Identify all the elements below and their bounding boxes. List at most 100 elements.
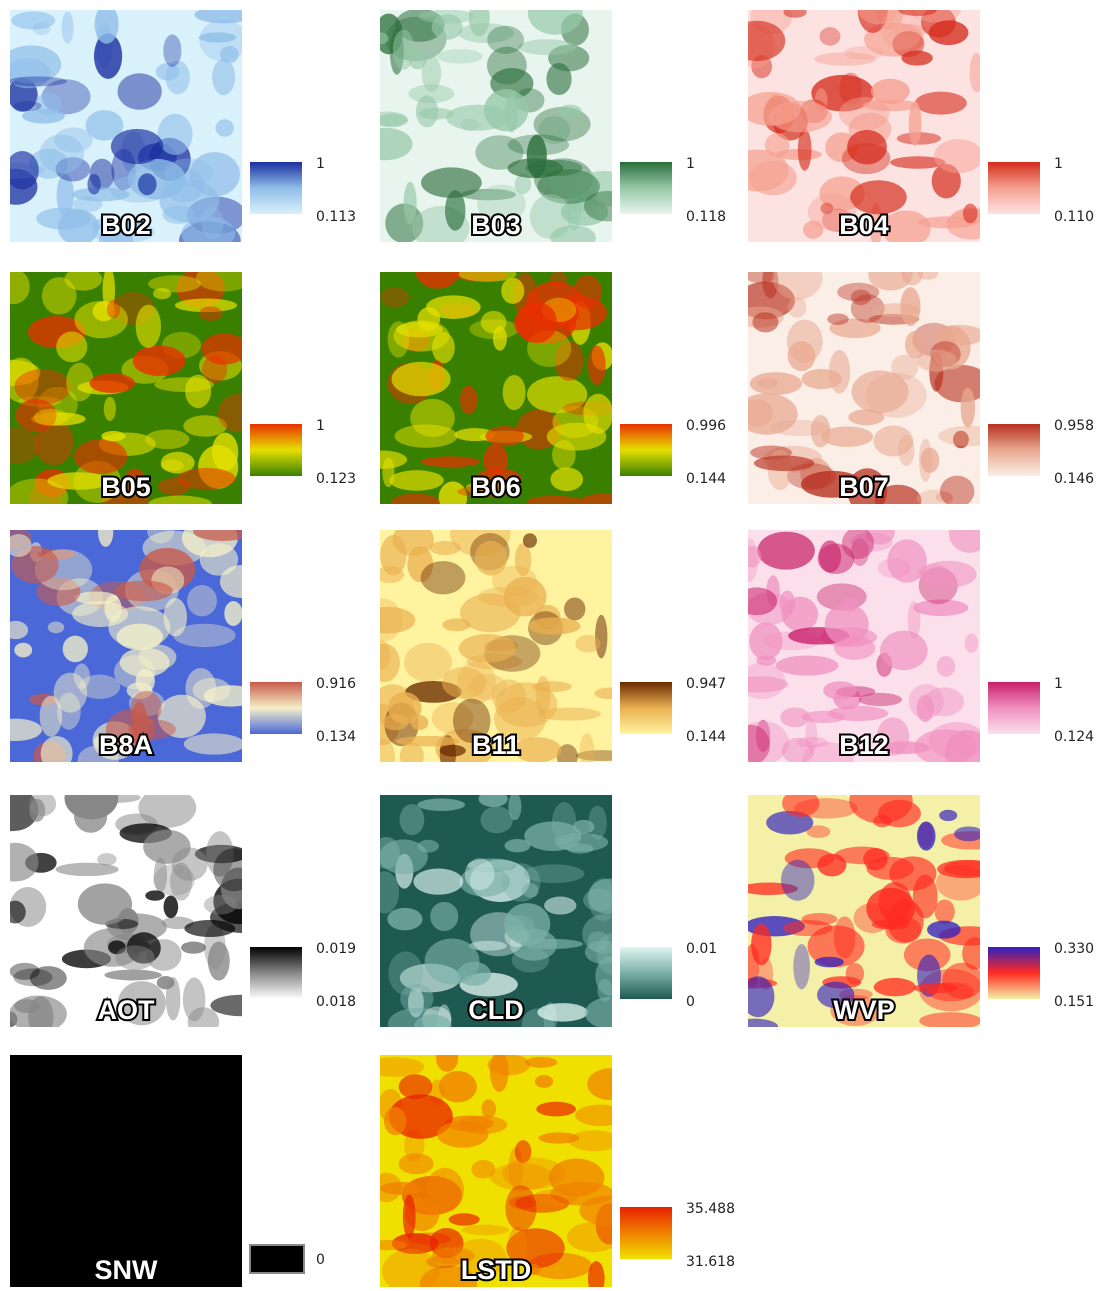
- texture-blob: [495, 682, 557, 727]
- texture-blob: [954, 826, 983, 841]
- texture-blob: [213, 848, 255, 891]
- texture-blob: [63, 636, 88, 663]
- texture-blob: [97, 853, 116, 865]
- texture-blob: [393, 30, 415, 70]
- texture-blob: [411, 715, 429, 730]
- texture-blob: [193, 522, 252, 541]
- colorbar-min: 0.118: [686, 209, 726, 225]
- texture-blob: [905, 331, 926, 359]
- texture-blob: [4, 901, 25, 924]
- texture-blob: [842, 527, 874, 559]
- texture-blob: [3, 621, 28, 639]
- texture-blob: [380, 535, 406, 575]
- texture-blob: [765, 133, 790, 157]
- texture-blob: [520, 939, 583, 949]
- colorbar-max: 0.996: [686, 418, 726, 434]
- colorbar-max: 1: [1054, 156, 1063, 172]
- texture-blob: [523, 533, 537, 548]
- texture-blob: [729, 21, 786, 61]
- texture-blob: [147, 518, 174, 544]
- texture-blob: [419, 10, 475, 24]
- texture-blob: [421, 167, 482, 198]
- colorbar-max: 0.947: [686, 676, 726, 692]
- texture-blob: [909, 101, 922, 146]
- texture-blob: [133, 346, 186, 376]
- band-label: LSTD: [461, 1255, 532, 1285]
- texture-blob: [839, 97, 890, 130]
- colorbar-max: 0.019: [316, 941, 356, 957]
- texture-blob: [815, 52, 877, 66]
- texture-blob: [757, 532, 814, 570]
- colorbar: [988, 682, 1040, 734]
- texture-blob: [413, 868, 463, 894]
- texture-blob: [536, 1102, 576, 1117]
- colorbar-min: 0.113: [316, 209, 356, 225]
- texture-blob: [442, 667, 486, 699]
- band-label: B06: [471, 472, 521, 502]
- texture-blob: [480, 806, 512, 833]
- texture-blob: [173, 624, 236, 647]
- texture-blob: [449, 1213, 480, 1225]
- texture-blob: [426, 295, 481, 319]
- band-label: WVP: [833, 995, 895, 1025]
- texture-blob: [754, 456, 814, 471]
- texture-blob: [117, 73, 161, 109]
- texture-blob: [459, 634, 516, 663]
- texture-blob: [924, 687, 964, 716]
- texture-blob: [182, 216, 236, 250]
- texture-blob: [880, 631, 928, 671]
- colorbar: [250, 682, 302, 734]
- band-label: B8A: [99, 730, 153, 760]
- texture-blob: [115, 580, 173, 601]
- texture-blob: [11, 11, 55, 29]
- texture-blob: [416, 255, 460, 288]
- texture-blob: [823, 681, 857, 700]
- texture-blob: [5, 478, 68, 517]
- texture-blob: [104, 397, 116, 421]
- colorbar-max: 0.958: [1054, 418, 1094, 434]
- texture-blob: [72, 601, 128, 627]
- band-label: B05: [101, 472, 151, 502]
- texture-blob: [56, 331, 87, 362]
- texture-blob: [421, 561, 466, 594]
- texture-blob: [550, 468, 583, 492]
- texture-blob: [834, 636, 875, 660]
- texture-blob: [166, 977, 181, 1021]
- texture-blob: [485, 426, 524, 446]
- texture-blob: [544, 897, 576, 915]
- panel: LSTD 35.488 31.618: [365, 1045, 735, 1291]
- texture-blob: [742, 538, 758, 581]
- panel: B0510.123: [0, 264, 356, 518]
- texture-blob: [143, 830, 191, 864]
- texture-blob: [369, 1240, 407, 1250]
- texture-blob: [465, 858, 495, 890]
- texture-blob: [430, 902, 458, 931]
- colorbar-min: 0.144: [686, 471, 726, 487]
- texture-blob: [935, 899, 955, 923]
- texture-blob: [148, 496, 212, 513]
- panel: B0310.118: [358, 0, 726, 250]
- texture-blob: [564, 598, 585, 621]
- colorbar-max: 1: [686, 156, 695, 172]
- texture-blob: [379, 839, 428, 874]
- texture-blob: [389, 470, 443, 491]
- texture-blob: [41, 736, 73, 771]
- texture-blob: [481, 1099, 496, 1118]
- texture-blob: [204, 895, 238, 914]
- texture-blob: [190, 152, 240, 196]
- colorbar-max: 35.488: [686, 1201, 735, 1217]
- texture-blob: [575, 635, 600, 653]
- colorbar-min: 0.146: [1054, 471, 1094, 487]
- texture-blob: [439, 481, 468, 514]
- colorbar: [250, 162, 302, 214]
- texture-blob: [471, 1160, 495, 1179]
- texture-blob: [388, 951, 423, 995]
- texture-blob: [104, 970, 161, 981]
- texture-blob: [518, 39, 576, 55]
- panel: B110.9470.144: [360, 511, 726, 776]
- texture-blob: [365, 1057, 424, 1077]
- texture-blob: [742, 976, 775, 1017]
- colorbar-min: 31.618: [686, 1254, 735, 1270]
- texture-blob: [900, 287, 920, 326]
- texture-blob: [395, 424, 458, 447]
